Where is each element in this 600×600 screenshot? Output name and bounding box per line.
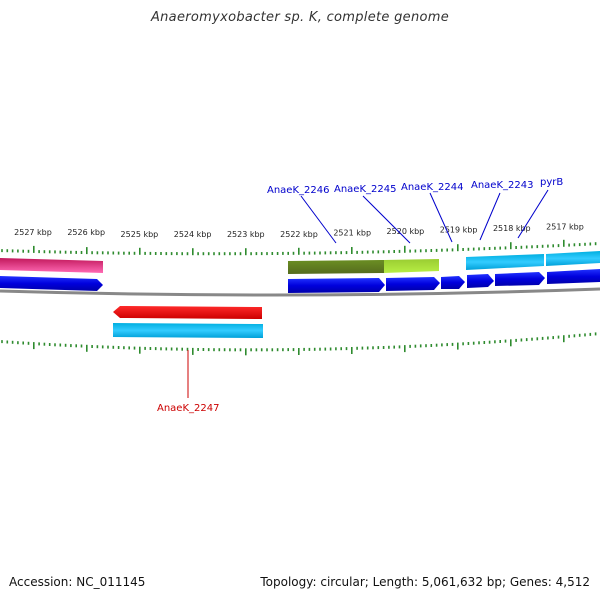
outer-tick-row	[1, 239, 597, 256]
kbp-tick-label: 2520 kbp	[387, 227, 425, 236]
kbp-tick-label: 2521 kbp	[333, 229, 371, 238]
gene-label-pyrb[interactable]: pyrB	[540, 177, 563, 188]
kbp-tick-label: 2526 kbp	[67, 228, 105, 237]
gene-label-anaek-2245[interactable]: AnaeK_2245	[334, 184, 396, 195]
kbp-tick-label: 2523 kbp	[227, 230, 265, 239]
feature-cyan-pyrb[interactable]	[546, 251, 600, 266]
feature-pink[interactable]	[0, 258, 103, 273]
cds-arrow-3[interactable]	[386, 277, 440, 291]
inner-tick-row	[1, 332, 597, 356]
feature-cyan-anaek-2243[interactable]	[466, 254, 544, 270]
kbp-tick-label: 2525 kbp	[121, 230, 159, 239]
gene-label-anaek-2246[interactable]: AnaeK_2246	[267, 185, 329, 196]
gene-label-anaek-2243[interactable]: AnaeK_2243	[471, 180, 533, 191]
gene-label-anaek-2244[interactable]: AnaeK_2244	[401, 182, 463, 193]
gene-label-anaek-2247[interactable]: AnaeK_2247	[157, 403, 219, 414]
map-title: Anaeromyxobacter sp. K, complete genome	[150, 10, 450, 25]
cds-arrow-5[interactable]	[467, 274, 494, 288]
cds-arrow-7[interactable]	[547, 269, 600, 284]
kbp-tick-label: 2527 kbp	[14, 228, 52, 237]
cds-arrow-reverse-anaek-2247[interactable]	[113, 306, 262, 319]
cds-arrow-6[interactable]	[495, 272, 545, 286]
cds-arrow-2[interactable]	[288, 278, 385, 293]
feature-lime-anaek-2245[interactable]	[384, 259, 439, 273]
cds-arrow-1[interactable]	[0, 276, 103, 291]
cds-arrow-4[interactable]	[441, 276, 465, 289]
feature-cyan-anaek-2247[interactable]	[113, 323, 263, 338]
kbp-tick-label: 2522 kbp	[280, 230, 318, 239]
label-leaders	[187, 189, 549, 398]
kbp-label-row: 2527 kbp 2526 kbp 2525 kbp 2524 kbp 2523 kbp…	[14, 223, 584, 240]
kbp-tick-label: 2524 kbp	[174, 230, 212, 239]
feature-olive-anaek-2246[interactable]	[288, 260, 384, 274]
genome-summary-text: Topology: circular; Length: 5,061,632 bp…	[260, 575, 590, 589]
accession-text: Accession: NC_011145	[9, 575, 146, 589]
kbp-tick-label: 2519 kbp	[440, 226, 478, 235]
genome-backbone	[0, 287, 600, 297]
kbp-tick-label: 2518 kbp	[493, 224, 531, 233]
kbp-tick-label: 2517 kbp	[546, 223, 584, 232]
